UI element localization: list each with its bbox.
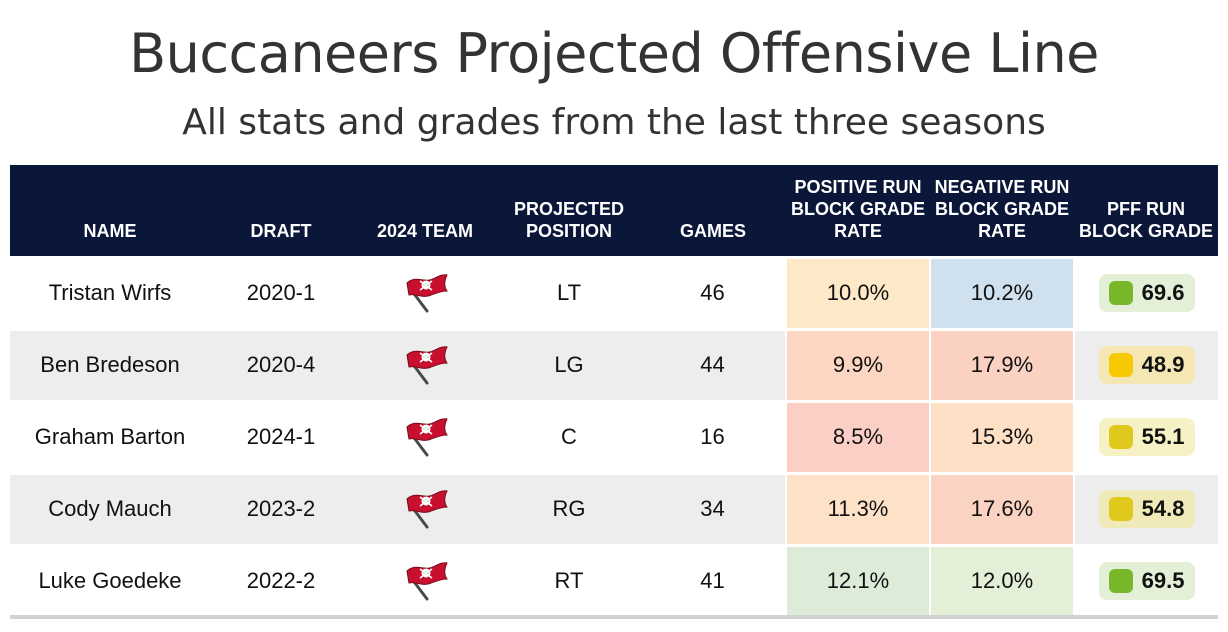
player-name-cell: Luke Goedeke: [10, 543, 210, 619]
player-name-cell: Ben Bredeson: [10, 327, 210, 403]
draft-cell: 2022-2: [210, 543, 352, 619]
column-header: PFF RUN BLOCK GRADE: [1074, 165, 1218, 257]
games-cell: 41: [640, 543, 786, 619]
column-header: NEGATIVE RUN BLOCK GRADE RATE: [930, 165, 1074, 257]
buccaneers-flag-icon: [406, 418, 448, 457]
grade-badge: 55.1: [1098, 418, 1195, 456]
games-cell: 34: [640, 471, 786, 547]
player-name-cell: Graham Barton: [10, 399, 210, 475]
grade-color-dot: [1108, 281, 1133, 305]
grade-color-dot: [1108, 568, 1133, 593]
column-header: DRAFT: [210, 165, 352, 257]
team-logo-cell: [352, 327, 498, 403]
positive-rate-cell: 11.3%: [785, 471, 931, 547]
table-body: Tristan Wirfs 2020-1 LT 46 10.0% 10.2% 69.6 Ben…: [10, 255, 1218, 619]
column-header: GAMES: [640, 165, 786, 257]
negative-rate-cell: 12.0%: [929, 543, 1075, 619]
games-cell: 46: [640, 255, 786, 331]
column-header: NAME: [10, 165, 210, 257]
buccaneers-flag-icon: [406, 562, 448, 601]
position-cell: RT: [498, 543, 640, 619]
grade-value: 54.8: [1141, 496, 1185, 521]
grade-badge: 69.5: [1098, 561, 1195, 600]
player-name-cell: Cody Mauch: [10, 471, 210, 547]
grade-value: 69.6: [1141, 280, 1185, 305]
grade-value: 69.5: [1141, 567, 1185, 593]
buccaneers-flag-icon: [406, 490, 448, 529]
draft-cell: 2020-4: [210, 327, 352, 403]
buccaneers-flag-icon: [406, 274, 448, 313]
column-header: 2024 TEAM: [352, 165, 498, 257]
grade-color-dot: [1108, 425, 1133, 449]
position-cell: LT: [498, 255, 640, 331]
grade-cell: 69.6: [1074, 255, 1218, 331]
position-cell: C: [498, 399, 640, 475]
positive-rate-cell: 8.5%: [785, 399, 931, 475]
grade-badge: 48.9: [1098, 346, 1195, 384]
positive-rate-cell: 10.0%: [785, 255, 931, 331]
chart-title: Buccaneers Projected Offensive Line: [129, 22, 1099, 85]
grade-value: 55.1: [1141, 424, 1185, 449]
table-row: Cody Mauch 2023-2 RG 34 11.3% 17.6% 54.8: [10, 471, 1218, 547]
column-header: POSITIVE RUN BLOCK GRADE RATE: [786, 165, 930, 257]
positive-rate-cell: 9.9%: [785, 327, 931, 403]
team-logo-cell: [352, 543, 498, 619]
team-logo-cell: [352, 255, 498, 331]
negative-rate-cell: 17.6%: [929, 471, 1075, 547]
draft-cell: 2020-1: [210, 255, 352, 331]
grade-value: 48.9: [1141, 352, 1185, 377]
buccaneers-flag-icon: [406, 346, 448, 385]
draft-cell: 2024-1: [210, 399, 352, 475]
draft-cell: 2023-2: [210, 471, 352, 547]
grade-badge: 69.6: [1098, 274, 1195, 312]
grade-color-dot: [1108, 353, 1133, 377]
games-cell: 16: [640, 399, 786, 475]
negative-rate-cell: 10.2%: [929, 255, 1075, 331]
negative-rate-cell: 15.3%: [929, 399, 1075, 475]
offensive-line-table: NAME DRAFT 2024 TEAM PROJECTED POSITION …: [10, 165, 1218, 619]
grade-cell: 54.8: [1074, 471, 1218, 547]
chart-subtitle: All stats and grades from the last three…: [182, 102, 1046, 143]
player-name-cell: Tristan Wirfs: [10, 255, 210, 331]
header-row: NAME DRAFT 2024 TEAM PROJECTED POSITION …: [10, 165, 1218, 257]
position-cell: RG: [498, 471, 640, 547]
grade-cell: 55.1: [1074, 399, 1218, 475]
position-cell: LG: [498, 327, 640, 403]
table-row: Graham Barton 2024-1 C 16 8.5% 15.3% 55.1: [10, 399, 1218, 475]
table-row: Luke Goedeke 2022-2 RT 41 12.1% 12.0% 69.5: [10, 543, 1218, 619]
table-row: Ben Bredeson 2020-4 LG 44 9.9% 17.9% 48.9: [10, 327, 1218, 403]
column-header: PROJECTED POSITION: [498, 165, 640, 257]
games-cell: 44: [640, 327, 786, 403]
grade-cell: 69.5: [1074, 543, 1218, 619]
table-row: Tristan Wirfs 2020-1 LT 46 10.0% 10.2% 69.6: [10, 255, 1218, 331]
grade-cell: 48.9: [1074, 327, 1218, 403]
team-logo-cell: [352, 471, 498, 547]
negative-rate-cell: 17.9%: [929, 327, 1075, 403]
grade-color-dot: [1108, 497, 1133, 521]
positive-rate-cell: 12.1%: [785, 543, 931, 619]
team-logo-cell: [352, 399, 498, 475]
grade-badge: 54.8: [1098, 490, 1195, 528]
